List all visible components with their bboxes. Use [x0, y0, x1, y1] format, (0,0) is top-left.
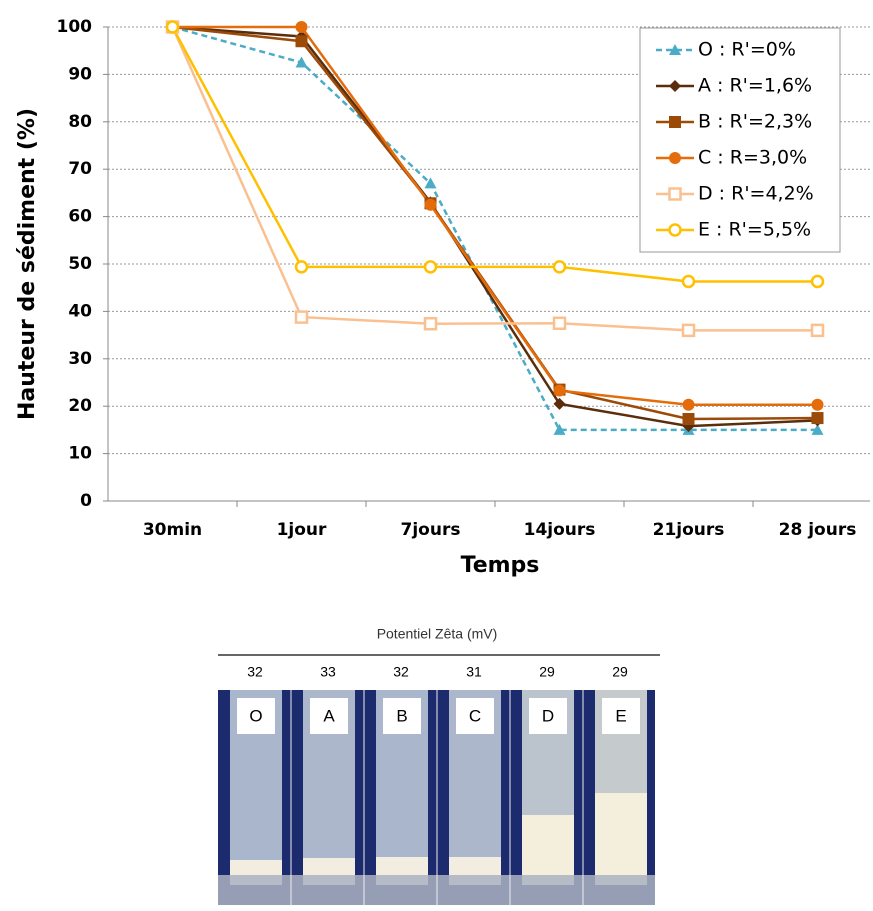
- marker: [553, 423, 566, 435]
- y-tick-label: 20: [68, 396, 92, 416]
- y-tick-label: 60: [68, 207, 92, 227]
- series-line: [172, 25, 818, 407]
- tube-label: E: [615, 706, 626, 725]
- legend-label: C : R=3,0%: [698, 147, 807, 169]
- legend-marker: [668, 223, 682, 237]
- marker: [424, 198, 437, 211]
- sediment: [595, 793, 647, 885]
- marker: [811, 423, 824, 435]
- tube-label: A: [323, 706, 335, 725]
- legend-marker: [669, 152, 681, 164]
- legend-label: E : R'=5,5%: [698, 219, 811, 241]
- y-tick-label: 40: [68, 301, 92, 321]
- marker: [810, 323, 825, 338]
- x-tick-label: 21jours: [653, 520, 725, 540]
- tube-label-box: [310, 698, 348, 734]
- sediment: [522, 815, 574, 885]
- marker: [423, 316, 438, 331]
- zeta-value: 32: [393, 664, 409, 680]
- x-tick-label: 30min: [143, 520, 202, 540]
- tube-label-box: [456, 698, 494, 734]
- legend-marker: [669, 80, 681, 92]
- y-tick-label: 50: [68, 254, 92, 274]
- photo: [218, 690, 655, 905]
- marker: [295, 21, 308, 33]
- zeta-value: 32: [247, 664, 263, 680]
- tube-label: D: [542, 706, 554, 725]
- legend-box: [639, 27, 841, 253]
- tube-label: B: [396, 706, 407, 725]
- legend-label: O : R'=0%: [698, 39, 796, 61]
- tube-label: C: [469, 706, 481, 725]
- y-tick-label: 100: [57, 17, 93, 37]
- y-tick-label: 0: [80, 491, 92, 511]
- y-tick-label: 70: [68, 159, 92, 179]
- series-line: [171, 26, 818, 283]
- legend-marker: [668, 187, 682, 201]
- marker: [294, 310, 309, 324]
- marker: [682, 412, 695, 425]
- marker: [681, 274, 696, 289]
- marker: [295, 35, 308, 48]
- legend-label: D : R'=4,2%: [698, 183, 814, 205]
- marker: [811, 412, 824, 425]
- marker: [552, 316, 567, 330]
- marker: [553, 384, 566, 397]
- zeta-value: 29: [612, 664, 628, 680]
- x-tick-label: 1jour: [277, 520, 327, 540]
- series-line: [171, 26, 818, 332]
- legend-label: B : R'=2,3%: [698, 111, 812, 133]
- marker: [165, 20, 180, 34]
- x-tick-label: 7jours: [401, 520, 461, 540]
- y-tick-label: 90: [68, 64, 92, 84]
- marker: [553, 397, 566, 410]
- x-tick-label: 28 jours: [779, 520, 857, 540]
- y-tick-label: 30: [68, 349, 92, 369]
- tube-label: O: [249, 706, 262, 725]
- tube-label-box: [602, 698, 640, 734]
- marker: [810, 274, 825, 289]
- marker: [294, 260, 309, 274]
- legend-marker: [669, 44, 681, 55]
- marker: [423, 260, 438, 274]
- marker: [424, 177, 437, 189]
- zeta-title: Potentiel Zêta (mV): [377, 626, 498, 642]
- legend-marker: [669, 116, 681, 128]
- y-tick-label: 10: [68, 444, 92, 464]
- zeta-value: 33: [320, 664, 336, 680]
- zeta-value: 29: [539, 664, 555, 680]
- tube-label-box: [237, 698, 275, 734]
- zeta-value: 31: [466, 664, 482, 680]
- series-line: [172, 25, 818, 432]
- x-tick-label: 14jours: [524, 520, 596, 540]
- series-line: [172, 25, 818, 428]
- x-axis-title: Temps: [461, 553, 540, 578]
- tube-label-box: [529, 698, 567, 734]
- legend-label: A : R'=1,6%: [698, 75, 812, 97]
- y-axis-title: Hauteur de sédiment (%): [15, 108, 40, 420]
- tube-label-box: [383, 698, 421, 734]
- marker: [552, 260, 567, 274]
- marker: [295, 56, 308, 68]
- marker: [682, 398, 695, 411]
- y-tick-label: 80: [68, 112, 92, 132]
- marker: [811, 398, 824, 411]
- marker: [681, 323, 696, 338]
